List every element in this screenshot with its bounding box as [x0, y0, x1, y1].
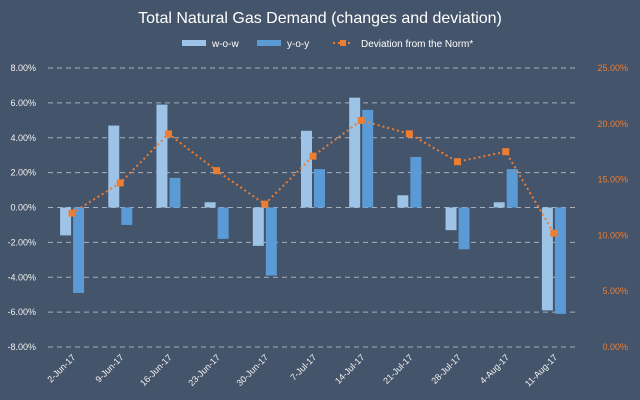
gridlines — [48, 67, 578, 348]
chart-title: Total Natural Gas Demand (changes and de… — [138, 10, 502, 27]
y-right-tick-label: 0.00% — [602, 342, 628, 352]
deviation-marker — [502, 148, 510, 156]
bar-yoy — [169, 177, 181, 208]
bars — [60, 97, 566, 314]
bar-yoy — [314, 169, 325, 208]
bar-yoy — [121, 207, 133, 225]
deviation-marker — [261, 200, 269, 208]
deviation-marker — [405, 130, 413, 138]
bar-yoy — [506, 169, 518, 208]
bar-wow — [60, 207, 72, 236]
y-left-tick-label: -4.00% — [7, 272, 36, 282]
bar-yoy — [410, 156, 422, 208]
deviation-marker — [164, 130, 172, 138]
legend-label-wow: w-o-w — [211, 39, 239, 50]
bar-wow — [156, 104, 168, 208]
bar-yoy — [554, 207, 566, 314]
bar-wow — [252, 207, 264, 246]
bar-yoy — [217, 207, 229, 239]
y-axis-left: 8.00% 6.00% 4.00% 2.00% 0.00% -2.00% -4.00% -6.… — [7, 63, 36, 352]
y-left-tick-label: 8.00% — [10, 63, 36, 73]
bar-wow — [204, 202, 216, 208]
y-right-tick-label: 20.00% — [597, 119, 628, 129]
y-right-tick-label: 15.00% — [597, 175, 628, 185]
bar-wow — [493, 202, 505, 208]
bar-wow — [397, 195, 409, 208]
bar-wow — [349, 97, 361, 208]
legend-label-norm: Deviation from the Norm* — [361, 39, 473, 50]
deviation-marker — [68, 209, 76, 217]
bar-wow — [445, 207, 457, 231]
y-left-tick-label: 2.00% — [10, 168, 36, 178]
deviation-marker — [357, 116, 365, 124]
y-right-tick-label: 25.00% — [597, 63, 628, 73]
legend: w-o-w y-o-y Deviation from the Norm* — [182, 39, 473, 50]
y-left-tick-label: -6.00% — [7, 307, 36, 317]
bar-wow — [108, 125, 120, 208]
legend-label-yoy: y-o-y — [287, 39, 309, 50]
deviation-marker — [550, 229, 558, 237]
deviation-marker — [116, 179, 124, 187]
y-axis-right: 25.00% 20.00% 15.00% 10.00% 5.00% 0.00% — [597, 63, 628, 352]
y-left-tick-label: 6.00% — [10, 98, 36, 108]
legend-swatch-yoy — [257, 40, 281, 46]
bar-yoy — [458, 207, 470, 250]
bar-yoy — [362, 109, 374, 208]
deviation-marker — [309, 152, 317, 160]
y-left-tick-label: -2.00% — [7, 237, 36, 247]
deviation-marker — [454, 158, 462, 166]
y-right-tick-label: 10.00% — [597, 230, 628, 240]
bar-yoy — [73, 207, 85, 293]
legend-swatch-norm-marker — [340, 40, 346, 46]
bar-yoy — [265, 207, 277, 276]
y-right-tick-label: 5.00% — [602, 286, 628, 296]
y-left-tick-label: 4.00% — [10, 133, 36, 143]
y-left-tick-label: 0.00% — [10, 203, 36, 213]
deviation-series — [68, 116, 558, 237]
y-left-tick-label: -8.00% — [7, 342, 36, 352]
deviation-line — [71, 119, 555, 234]
bar-wow — [541, 207, 553, 311]
bar-wow — [301, 130, 312, 208]
deviation-marker — [213, 167, 221, 175]
legend-swatch-wow — [182, 40, 206, 46]
